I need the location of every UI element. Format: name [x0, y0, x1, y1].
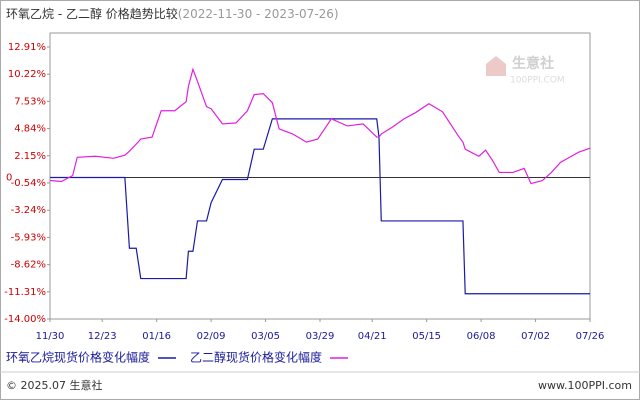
x-tick-label: 05/15	[412, 331, 441, 342]
y-tick-label: -3.24%	[11, 205, 46, 216]
title-main: 环氧乙烷 - 乙二醇 价格趋势比较	[6, 6, 178, 21]
x-tick-label: 07/26	[576, 331, 605, 342]
y-tick-label: 12.91%	[8, 42, 46, 53]
y-tick-label: -5.93%	[11, 232, 46, 243]
legend-label: 乙二醇现货价格变化幅度	[190, 350, 322, 365]
series-line	[50, 118, 590, 295]
footer-copyright: © 2025.07 生意社	[6, 378, 102, 392]
series-line	[49, 67, 591, 185]
y-tick-label: 4.84%	[14, 124, 46, 135]
x-tick-label: 12/23	[88, 331, 117, 342]
y-tick-label: 0	[6, 172, 12, 183]
y-tick-label: -8.62%	[11, 260, 46, 271]
y-tick-label: 2.15%	[14, 151, 46, 162]
footer-site: www.100PPI.com	[538, 379, 632, 392]
x-tick-label: 03/05	[251, 331, 280, 342]
legend-label: 环氧乙烷现货价格变化幅度	[6, 350, 150, 365]
x-tick-label: 06/08	[467, 331, 496, 342]
x-tick-label: 03/29	[306, 331, 335, 342]
y-tick-label: 7.53%	[14, 96, 46, 107]
y-tick-label: -14.00%	[4, 314, 46, 325]
chart-title: 环氧乙烷 - 乙二醇 价格趋势比较(2022-11-30 - 2023-07-2…	[6, 6, 339, 21]
watermark-site: 100PPI.COM	[510, 76, 565, 86]
watermark-logo	[486, 56, 506, 76]
title-dates: (2022-11-30 - 2023-07-26)	[178, 7, 339, 21]
y-tick-label: -0.54%	[11, 178, 46, 189]
watermark-name: 生意社	[512, 55, 554, 72]
x-tick-label: 01/16	[142, 331, 171, 342]
x-tick-label: 02/09	[197, 331, 226, 342]
x-tick-label: 04/21	[358, 331, 387, 342]
watermark: 生意社 100PPI.COM	[486, 55, 565, 86]
x-tick-label: 11/30	[36, 331, 65, 342]
x-tick-label: 07/02	[521, 331, 550, 342]
y-tick-label: -11.31%	[4, 287, 46, 298]
y-tick-label: 10.22%	[8, 69, 46, 80]
